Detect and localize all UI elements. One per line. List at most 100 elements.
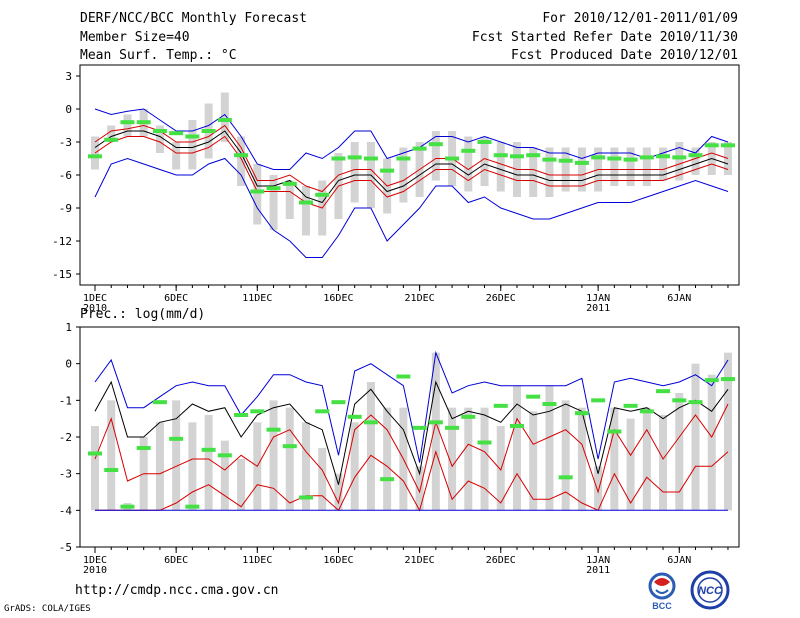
logos: BCC NCC (648, 570, 730, 611)
temp-spread-bar (301, 186, 310, 236)
temp-obs-marker (363, 156, 378, 161)
temp-obs-marker (88, 154, 102, 159)
temp-spread-bar (155, 125, 164, 153)
precip-obs-marker (445, 425, 460, 430)
precip-spread-bar (188, 422, 197, 511)
precip-xtick-year: 2011 (586, 565, 610, 576)
precip-series-lower (95, 450, 729, 512)
precip-spread-bar (707, 374, 716, 511)
precip-obs-marker (509, 424, 524, 428)
precip-series-max (94, 350, 729, 463)
precip-ytick-label: -1 (59, 394, 72, 407)
header-variable: Mean Surf. Temp.: °C (80, 48, 237, 63)
grads-credit: GrADS: COLA/IGES (4, 604, 91, 614)
precip-spread-bar (512, 385, 521, 511)
precip-obs-marker (428, 420, 443, 425)
header-start-date: Fcst Started Refer Date 2010/11/30 (471, 30, 738, 45)
temp-obs-marker (331, 156, 346, 161)
temp-obs-marker (526, 153, 541, 158)
temp-series-mean (94, 130, 729, 204)
precip-xtick-label: 6JAN (667, 555, 691, 566)
temp-ytick-label: -15 (52, 268, 72, 281)
precip-obs-marker (136, 446, 151, 450)
temp-ytick-label: -12 (52, 235, 72, 248)
temp-spread-bar (285, 180, 294, 219)
temp-xtick-year: 2011 (586, 303, 610, 314)
temp-obs-marker (282, 181, 297, 186)
temp-spread-bar (577, 147, 586, 192)
precip-spread-bar (301, 422, 310, 511)
precip-xtick-year: 2010 (83, 565, 107, 576)
precip-xtick-label: 11DEC (242, 555, 272, 566)
temp-obs-marker (720, 143, 735, 148)
temp-spread-bar (188, 120, 197, 170)
temp-obs-marker (574, 160, 589, 165)
temp-obs-marker (623, 157, 638, 162)
precip-spread-bar (285, 407, 294, 511)
temp-obs-marker (656, 154, 671, 159)
temp-obs-marker (412, 146, 427, 151)
temp-spread-bar (123, 114, 132, 137)
precip-obs-marker (315, 409, 330, 414)
temp-spread-bar (399, 147, 408, 203)
temp-obs-marker (104, 137, 119, 142)
temp-obs-marker (169, 131, 184, 136)
precip-obs-marker (623, 403, 638, 408)
temp-obs-marker (120, 120, 135, 125)
precip-obs-marker (120, 504, 135, 509)
precip-spread-bar (91, 426, 99, 511)
precip-spread-bar (480, 407, 489, 511)
temp-spread-bar (350, 142, 359, 203)
precip-obs-marker (672, 398, 687, 403)
precip-spread-bar (626, 418, 635, 511)
precip-obs-marker (542, 402, 557, 406)
precip-obs-marker (347, 414, 362, 419)
precip-xtick-label: 26DEC (486, 555, 516, 566)
precip-spread-bar (723, 352, 732, 511)
precip-spread-bar (204, 415, 213, 511)
temp-obs-marker (217, 118, 232, 122)
precip-spread-bar (610, 407, 619, 511)
ncc-logo: NCC (690, 570, 730, 610)
temp-obs-marker (672, 155, 687, 160)
precip-obs-marker (639, 409, 654, 414)
precip-obs-marker (88, 451, 102, 456)
temp-spread-bar (529, 147, 538, 197)
precip-spread-bar (172, 400, 181, 511)
precip-obs-marker (656, 389, 671, 394)
temp-spread-bar (496, 142, 505, 192)
temp-xtick-label: 11DEC (242, 293, 272, 304)
precip-ytick-label: -4 (59, 504, 73, 517)
precip-series-upper (94, 380, 729, 485)
precip-obs-marker (331, 400, 346, 405)
temp-ytick-label: 0 (65, 103, 72, 116)
precip-obs-marker (185, 504, 200, 509)
precip-obs-marker (477, 440, 492, 445)
temp-spread-bar (253, 164, 262, 225)
source-url[interactable]: http://cmdp.ncc.cma.gov.cn (75, 583, 279, 598)
precip-obs-marker (720, 377, 735, 382)
precip-obs-marker (201, 447, 216, 452)
precip-obs-marker (493, 403, 508, 408)
temp-obs-marker (234, 153, 249, 158)
precip-obs-marker (688, 400, 703, 405)
temp-series-upper (94, 124, 729, 193)
precip-spread-bar (675, 393, 684, 511)
precip-spread-bar (691, 363, 700, 511)
temp-obs-marker (509, 154, 524, 159)
bcc-logo-text: BCC (652, 601, 672, 611)
header-period: For 2010/12/01-2011/01/09 (542, 11, 738, 26)
temp-spread-bar (691, 147, 700, 175)
precip-ytick-label: -5 (59, 541, 72, 554)
temp-obs-marker (591, 155, 606, 160)
precip-ytick-label: -3 (59, 468, 72, 481)
precip-obs-marker (591, 398, 606, 403)
precip-ytick-label: 1 (65, 321, 72, 334)
precip-ytick-label: 0 (65, 358, 72, 371)
temp-ytick-label: -3 (59, 136, 72, 149)
precip-spread-bar (496, 426, 505, 511)
temp-obs-marker (298, 200, 313, 205)
precip-obs-marker (250, 409, 265, 414)
